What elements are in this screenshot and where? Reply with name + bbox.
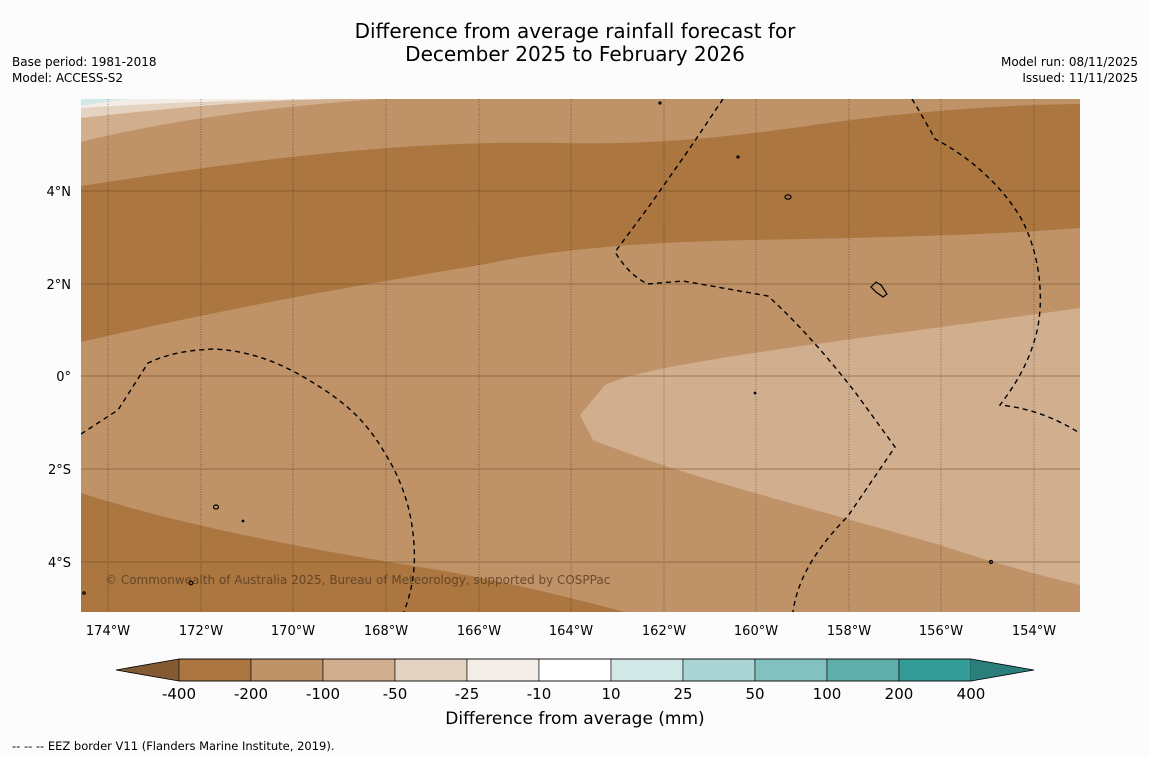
band-light-nw-corner <box>81 99 130 106</box>
colorbar-cell <box>898 658 972 682</box>
islands <box>82 101 994 595</box>
y-tick-label: 4°N <box>47 185 72 200</box>
colorbar-tick-label: 50 <box>745 685 764 703</box>
colorbar-tick-label: 25 <box>673 685 692 703</box>
island-marker <box>784 194 792 200</box>
y-tick-label: 0° <box>56 370 71 385</box>
x-tick-label: 174°W <box>86 624 130 639</box>
colorbar-tick-label: 10 <box>601 685 620 703</box>
map-title-line-2: December 2025 to February 2026 <box>405 42 745 66</box>
colorbar-cell <box>754 658 828 682</box>
model-run-text: Model run: 08/11/2025 <box>1000 55 1138 69</box>
colorbar-labels: -400 -200 -100 -50 -25 -10 10 25 50 100 200 400 <box>162 685 985 703</box>
colorbar-outline <box>115 658 1035 682</box>
island-marker <box>988 559 994 565</box>
colorbar-cells <box>178 658 972 682</box>
x-tick-label: 162°W <box>642 624 686 639</box>
colorbar: -400 -200 -100 -50 -25 -10 10 25 50 100 200 400 <box>115 658 1035 703</box>
eez-border-west <box>81 348 416 612</box>
colorbar-over-arrow <box>971 659 1034 681</box>
x-tick-label: 156°W <box>919 624 963 639</box>
colorbar-title: Difference from average (mm) <box>445 709 705 729</box>
colorbar-cell <box>682 658 756 682</box>
graticule <box>107 99 1035 612</box>
y-tick-label: 2°N <box>47 278 72 293</box>
colorbar-cell <box>394 658 468 682</box>
issued-text: Issued: 11/11/2025 <box>1022 71 1138 85</box>
island-marker <box>188 580 194 586</box>
x-tick-label: 154°W <box>1012 624 1056 639</box>
colorbar-tick-label: -400 <box>162 685 196 703</box>
colorbar-cell <box>322 658 396 682</box>
y-tick-label: 4°S <box>48 556 71 571</box>
x-tick-label: 168°W <box>364 624 408 639</box>
colorbar-tick-label: 200 <box>885 685 914 703</box>
island-marker <box>658 101 662 105</box>
colorbar-cell <box>466 658 540 682</box>
copyright-text: © Commonwealth of Australia 2025, Bureau… <box>105 573 610 587</box>
y-tick-label: 2°S <box>48 463 71 478</box>
island-marker <box>870 281 888 298</box>
colorbar-tick-label: 400 <box>957 685 986 703</box>
colorbar-cell <box>538 658 612 682</box>
island-marker <box>212 504 220 510</box>
parallels <box>81 190 1080 563</box>
band-below-200-south <box>81 493 625 612</box>
y-axis-labels: 4°N 2°N 0° 2°S 4°S <box>47 185 72 571</box>
x-tick-label: 160°W <box>734 624 778 639</box>
colorbar-cell <box>610 658 684 682</box>
x-tick-label: 172°W <box>179 624 223 639</box>
x-tick-label: 158°W <box>827 624 871 639</box>
colorbar-tick-label: -25 <box>455 685 480 703</box>
x-tick-label: 166°W <box>457 624 501 639</box>
colorbar-cell <box>178 658 252 682</box>
colorbar-cell <box>250 658 324 682</box>
colorbar-tick-label: 100 <box>813 685 842 703</box>
colorbar-cell <box>826 658 900 682</box>
meta-right: Model run: 08/11/2025 Issued: 11/11/2025 <box>1001 54 1138 86</box>
island-marker <box>753 391 757 395</box>
island-marker <box>241 519 245 523</box>
colorbar-under-arrow <box>116 659 179 681</box>
eez-border-central <box>614 99 896 612</box>
map-title-line-1: Difference from average rainfall forecas… <box>354 19 796 43</box>
map-area: © Commonwealth of Australia 2025, Bureau… <box>81 99 1080 612</box>
x-tick-label: 170°W <box>271 624 315 639</box>
meta-left: Base period: 1981-2018 Model: ACCESS-S2 <box>12 54 157 86</box>
eez-borders <box>81 99 1079 612</box>
band-minus-100-east <box>580 308 1080 585</box>
colorbar-tick-label: -10 <box>527 685 552 703</box>
colorbar-tick-label: -100 <box>306 685 340 703</box>
island-marker <box>82 591 86 595</box>
colorbar-tick-label: -200 <box>234 685 268 703</box>
island-marker <box>736 155 740 159</box>
colorbar-tick-label: -50 <box>383 685 408 703</box>
eez-border-east <box>911 99 1079 433</box>
base-period-text: Base period: 1981-2018 <box>12 55 157 69</box>
x-tick-label: 164°W <box>549 624 593 639</box>
model-text: Model: ACCESS-S2 <box>12 71 124 85</box>
x-axis-labels: 174°W 172°W 170°W 168°W 166°W 164°W 162°W 160°W… <box>86 624 1056 639</box>
band-below-200 <box>81 104 1080 342</box>
eez-footnote: -- -- -- EEZ border V11 (Flanders Marine… <box>12 739 335 753</box>
